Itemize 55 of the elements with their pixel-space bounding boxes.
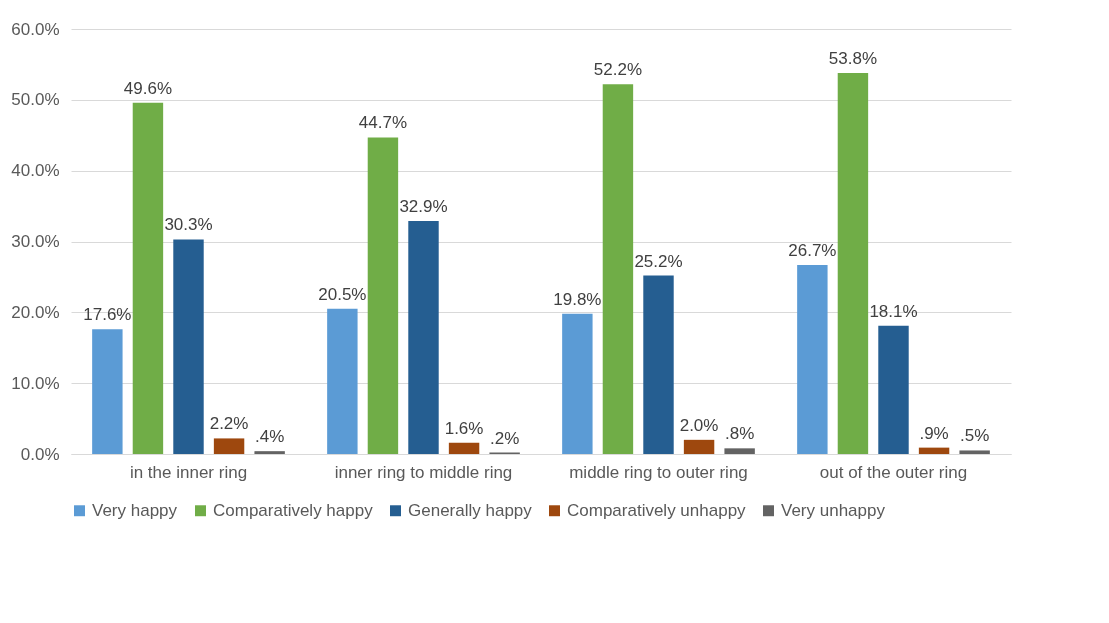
- data-label: 53.8%: [828, 48, 878, 68]
- y-tick-label: 0.0%: [20, 444, 60, 464]
- data-label: 52.2%: [593, 60, 643, 80]
- data-label: 26.7%: [788, 240, 837, 260]
- bar: [448, 442, 480, 454]
- data-label: 30.3%: [164, 215, 213, 235]
- bar: [367, 137, 399, 454]
- data-label: .9%: [919, 423, 949, 443]
- x-tick-label: in the inner ring: [129, 462, 248, 482]
- bar: [724, 448, 755, 454]
- x-tick-label: inner ring to middle ring: [334, 462, 513, 482]
- y-tick-label: 50.0%: [11, 90, 60, 110]
- data-label: 44.7%: [358, 113, 408, 133]
- data-label: .4%: [254, 427, 285, 447]
- data-label: 17.6%: [83, 305, 132, 325]
- x-tick-label: middle ring to outer ring: [569, 462, 748, 482]
- bar: [562, 313, 593, 454]
- data-label: .2%: [489, 428, 520, 448]
- bar: [643, 275, 674, 454]
- bar: [213, 438, 245, 454]
- data-label: 19.8%: [553, 289, 602, 309]
- legend-label: Very happy: [92, 500, 178, 520]
- legend-label: Generally happy: [408, 500, 533, 520]
- legend-label: Very unhappy: [781, 500, 886, 520]
- data-label: .8%: [724, 424, 755, 444]
- data-label: 2.0%: [679, 415, 719, 435]
- bar: [797, 264, 828, 454]
- data-label: 32.9%: [399, 196, 448, 216]
- data-label: 18.1%: [869, 301, 918, 321]
- bar: [408, 220, 439, 454]
- data-label: 49.6%: [123, 78, 173, 98]
- bar: [327, 308, 358, 454]
- legend-label: Comparatively unhappy: [567, 500, 747, 520]
- legend-label: Comparatively happy: [213, 500, 374, 520]
- data-label: 1.6%: [444, 418, 484, 438]
- bar: [959, 450, 990, 454]
- data-label: 20.5%: [318, 284, 367, 304]
- y-tick-label: 10.0%: [11, 373, 60, 393]
- y-tick-label: 30.0%: [11, 232, 60, 251]
- bar: [878, 325, 909, 454]
- bar: [918, 447, 950, 454]
- data-label: 2.2%: [209, 414, 249, 434]
- bar: [254, 451, 285, 454]
- bar: [602, 84, 634, 454]
- y-tick-label: 20.0%: [11, 302, 60, 322]
- data-label: .5%: [959, 426, 990, 446]
- bar: [132, 102, 164, 454]
- bar: [837, 72, 869, 454]
- bar: [683, 439, 715, 454]
- bar: [173, 239, 204, 454]
- y-tick-label: 40.0%: [11, 161, 60, 181]
- bar: [92, 329, 123, 454]
- y-tick-label: 60.0%: [11, 19, 60, 39]
- data-label: 25.2%: [634, 251, 683, 271]
- x-tick-label: out of the outer ring: [819, 462, 968, 482]
